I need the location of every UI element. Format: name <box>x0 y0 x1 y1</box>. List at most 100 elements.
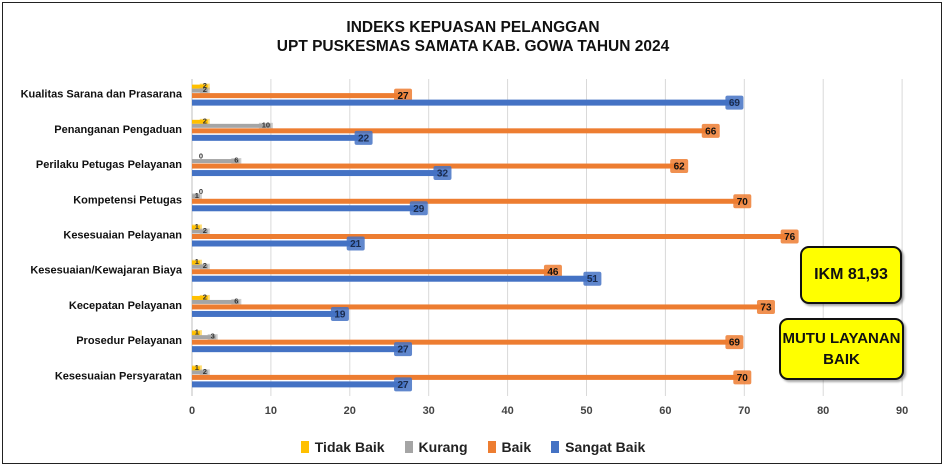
data-label-text: 2 <box>203 85 207 94</box>
data-label: 29 <box>409 201 428 216</box>
legend-label: Tidak Baik <box>314 439 385 455</box>
data-label-text: 27 <box>397 380 409 391</box>
bar <box>192 339 737 345</box>
data-label-box <box>207 334 218 341</box>
data-label-box <box>258 122 273 129</box>
category-label: Kualitas Sarana dan Prasarana <box>21 89 183 101</box>
bar <box>192 310 342 317</box>
x-tick-label: 0 <box>189 405 195 417</box>
data-label: 2 <box>199 116 210 125</box>
bar <box>192 346 406 353</box>
data-label-box <box>583 271 602 286</box>
data-label-text: 27 <box>397 345 409 356</box>
data-label-text: 27 <box>397 91 409 102</box>
data-label-text: 0 <box>199 152 203 161</box>
data-label: 27 <box>394 377 413 392</box>
data-label-text: 2 <box>203 292 207 301</box>
data-label: 1 <box>191 328 202 337</box>
data-label: 1 <box>191 222 202 231</box>
data-label-text: 29 <box>413 204 425 215</box>
data-label-box <box>701 123 720 138</box>
data-label-text: 70 <box>737 197 749 208</box>
data-label-text: 2 <box>203 261 207 270</box>
chart-title-line-1: INDEKS KEPUASAN PELANGGAN <box>346 19 600 36</box>
data-label: 1 <box>191 257 202 266</box>
data-label-box <box>725 95 744 110</box>
data-label-box <box>394 88 413 103</box>
bar <box>192 205 421 212</box>
data-label-text: 73 <box>760 302 772 313</box>
data-label: 0 <box>199 187 203 196</box>
data-label-box <box>231 298 242 305</box>
legend-swatch <box>300 441 309 453</box>
bar <box>192 374 745 380</box>
category-label: Kesesuaian Pelayanan <box>63 230 182 242</box>
mutu-layanan-badge: MUTU LAYANAN BAIK <box>779 318 904 380</box>
data-label: 70 <box>733 370 752 385</box>
category-label: Kecepatan Pelayanan <box>69 300 182 312</box>
data-label-box <box>191 365 202 372</box>
category-label: Kesesuaian/Kewajaran Biaya <box>30 265 183 277</box>
data-label-box <box>433 166 452 181</box>
data-label: 2 <box>199 261 210 270</box>
data-label-box <box>346 236 365 251</box>
data-label: 46 <box>543 264 562 279</box>
category-label: Kesesuaian Persyaratan <box>55 370 182 382</box>
data-label-text: 70 <box>737 373 749 384</box>
data-label: 2 <box>199 367 210 376</box>
data-label-text: 21 <box>350 239 362 250</box>
data-label-box <box>725 335 744 350</box>
bar <box>192 123 271 128</box>
data-label: 3 <box>207 332 218 341</box>
mutu-layanan-line-1: MUTU LAYANAN <box>782 330 901 347</box>
data-label: 70 <box>733 194 752 209</box>
data-label-box <box>199 83 210 90</box>
data-label-text: 66 <box>705 126 717 137</box>
data-label-box <box>394 342 413 357</box>
data-label-box <box>199 228 210 235</box>
data-label-text: 19 <box>334 309 346 320</box>
data-label: 2 <box>199 226 210 235</box>
data-label-box <box>191 259 202 266</box>
data-label: 0 <box>199 152 203 161</box>
data-label-text: 10 <box>262 120 270 129</box>
data-label: 76 <box>780 229 799 244</box>
bar <box>192 240 358 247</box>
legend-swatch <box>551 441 560 453</box>
data-label-box <box>733 370 752 385</box>
chart-title: INDEKS KEPUASAN PELANGGAN UPT PUSKESMAS … <box>0 18 946 56</box>
data-label: 22 <box>354 130 373 145</box>
bar <box>192 275 595 282</box>
data-label-box <box>231 158 242 165</box>
data-label-box <box>191 193 202 200</box>
data-label-text: 0 <box>199 187 203 196</box>
data-label-text: 69 <box>729 98 741 109</box>
category-label: Penanganan Pengaduan <box>54 124 182 136</box>
data-label: 62 <box>670 159 689 174</box>
x-tick-label: 60 <box>659 405 671 417</box>
legend-item: Tidak Baik <box>300 439 385 455</box>
data-label: 2 <box>199 292 210 301</box>
x-tick-label: 40 <box>501 405 513 417</box>
bar <box>192 170 445 177</box>
data-label-text: 3 <box>211 332 215 341</box>
data-label-box <box>756 299 775 314</box>
data-label: 6 <box>231 296 242 305</box>
data-label-box <box>543 264 562 279</box>
data-label-text: 51 <box>587 274 599 285</box>
data-label: 51 <box>583 271 602 286</box>
data-label-box <box>199 87 210 94</box>
data-label: 27 <box>394 342 413 357</box>
data-label-text: 1 <box>195 363 199 372</box>
legend-label: Kurang <box>418 439 468 455</box>
data-label: 10 <box>258 120 273 129</box>
data-label-box <box>199 118 210 125</box>
data-label-box <box>780 229 799 244</box>
legend-item: Sangat Baik <box>551 439 645 455</box>
legend-label: Sangat Baik <box>565 439 646 455</box>
data-label-text: 1 <box>195 328 199 337</box>
bar <box>192 134 366 141</box>
mutu-layanan-line-2: BAIK <box>823 351 860 368</box>
x-tick-label: 80 <box>817 405 829 417</box>
